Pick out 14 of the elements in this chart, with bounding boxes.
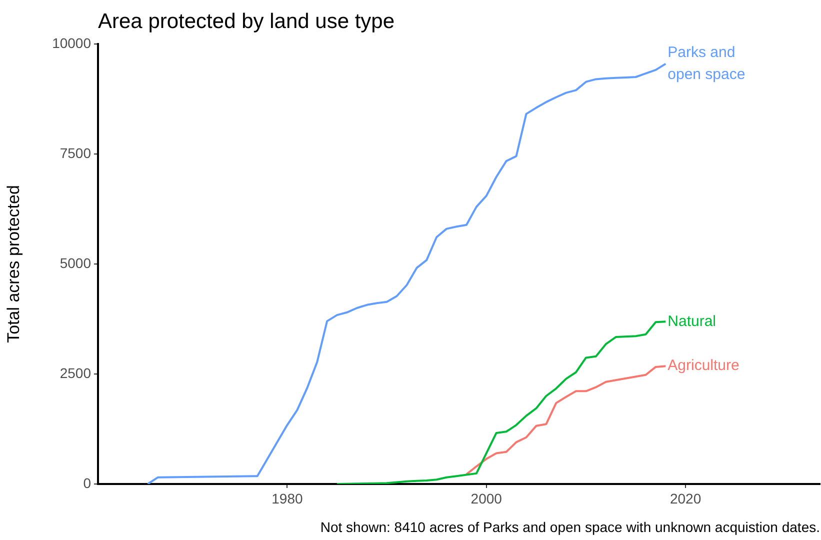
- series-label: Agriculture: [668, 357, 740, 374]
- series-label: Natural: [668, 312, 716, 330]
- y-tick-label: 0: [83, 474, 92, 491]
- y-tick-label: 5000: [60, 254, 92, 271]
- y-tick-label: 10000: [52, 34, 92, 51]
- text: Not shown: 8410 acres of Parks and open space with unknown acquistion dates.: [320, 519, 820, 535]
- y-tick-label: 7500: [60, 144, 92, 161]
- chart-title: Area protected by land use type: [98, 10, 395, 33]
- y-axis-title: Total acres protected: [4, 185, 23, 343]
- x-tick-label: 1980: [272, 490, 303, 506]
- series-label: Parks and open space: [668, 44, 746, 83]
- y-tick-label: 2500: [60, 364, 92, 381]
- x-tick-label: 2000: [470, 490, 502, 506]
- x-tick-label: 2020: [670, 490, 702, 506]
